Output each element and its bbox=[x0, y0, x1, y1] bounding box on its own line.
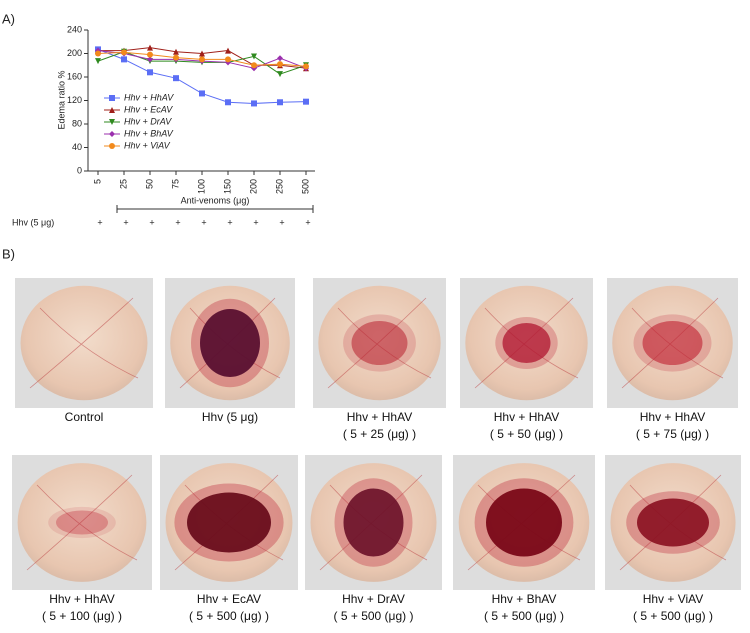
marker bbox=[109, 95, 115, 101]
legend-label: Hhv + BhAV bbox=[124, 128, 174, 138]
caption: ( 5 + 500 (μg) ) bbox=[189, 609, 269, 623]
marker bbox=[251, 53, 257, 60]
marker bbox=[147, 69, 153, 76]
x-tick-label: 100 bbox=[196, 179, 206, 194]
caption: ( 5 + 500 (μg) ) bbox=[633, 609, 713, 623]
y-tick-label: 120 bbox=[67, 95, 82, 105]
tissue bbox=[17, 463, 147, 582]
x-tick-label: 5 bbox=[92, 179, 102, 184]
legend-label: Hhv + DrAV bbox=[124, 116, 172, 126]
caption: ( 5 + 75 (μg) ) bbox=[636, 427, 709, 441]
lesion bbox=[502, 323, 551, 363]
lesion bbox=[642, 321, 703, 365]
marker bbox=[173, 48, 179, 55]
marker bbox=[251, 62, 257, 69]
caption: Hhv + HhAV bbox=[494, 410, 559, 424]
lesion bbox=[200, 309, 260, 377]
treatment-mark: + bbox=[123, 217, 128, 227]
marker bbox=[121, 49, 127, 56]
caption: Hhv + EcAV bbox=[197, 592, 261, 606]
caption: Hhv (5 μg) bbox=[202, 410, 258, 424]
caption: ( 5 + 25 (μg) ) bbox=[343, 427, 416, 441]
lesion bbox=[486, 488, 562, 557]
treatment-label: Hhv (5 μg) bbox=[12, 217, 54, 227]
marker bbox=[199, 90, 205, 97]
marker bbox=[109, 107, 115, 113]
caption: ( 5 + 100 (μg) ) bbox=[42, 609, 122, 623]
y-tick-label: 80 bbox=[72, 118, 82, 128]
vessels bbox=[26, 474, 138, 571]
marker bbox=[277, 99, 283, 106]
panel-label: B) bbox=[2, 246, 15, 261]
caption: ( 5 + 50 (μg) ) bbox=[490, 427, 563, 441]
marker bbox=[225, 56, 231, 63]
legend-label: Hhv + EcAV bbox=[124, 104, 173, 114]
marker bbox=[173, 54, 179, 61]
caption: Hhv + HhAV bbox=[347, 410, 412, 424]
x-tick-label: 150 bbox=[222, 179, 232, 194]
marker bbox=[121, 56, 127, 63]
legend-label: Hhv + HhAV bbox=[124, 92, 174, 102]
treatment-mark: + bbox=[253, 217, 258, 227]
lesion bbox=[56, 510, 108, 535]
caption: Hhv + ViAV bbox=[643, 592, 704, 606]
y-tick-label: 40 bbox=[72, 142, 82, 152]
y-axis-label: Edema ratio % bbox=[56, 70, 66, 129]
marker bbox=[147, 56, 153, 63]
marker bbox=[199, 56, 205, 63]
lesion bbox=[48, 506, 116, 539]
marker bbox=[277, 71, 283, 78]
caption: ( 5 + 500 (μg) ) bbox=[484, 609, 564, 623]
x-tick-label: 200 bbox=[248, 179, 258, 194]
caption: Hhv + DrAV bbox=[342, 592, 405, 606]
caption: Hhv + BhAV bbox=[492, 592, 557, 606]
legend-label: Hhv + ViAV bbox=[124, 140, 171, 150]
marker bbox=[303, 98, 309, 105]
x-tick-label: 75 bbox=[170, 179, 180, 189]
x-tick-label: 50 bbox=[144, 179, 154, 189]
y-tick-label: 200 bbox=[67, 48, 82, 58]
treatment-mark: + bbox=[175, 217, 180, 227]
x-axis-label: Anti-venoms (μg) bbox=[181, 195, 250, 205]
panel-label: A) bbox=[2, 11, 15, 26]
lesion bbox=[637, 498, 709, 547]
marker bbox=[173, 75, 179, 82]
marker bbox=[251, 100, 257, 107]
marker bbox=[277, 61, 283, 68]
treatment-mark: + bbox=[149, 217, 154, 227]
treatment-mark: + bbox=[97, 217, 102, 227]
marker bbox=[303, 63, 309, 70]
marker bbox=[277, 55, 283, 62]
treatment-mark: + bbox=[305, 217, 310, 227]
caption: Hhv + HhAV bbox=[640, 410, 705, 424]
marker bbox=[95, 50, 101, 57]
vessels bbox=[29, 297, 139, 389]
caption: Control bbox=[65, 410, 104, 424]
lesion bbox=[351, 321, 408, 365]
marker bbox=[147, 44, 153, 51]
marker bbox=[109, 119, 115, 125]
treatment-mark: + bbox=[279, 217, 284, 227]
marker bbox=[225, 99, 231, 106]
treatment-mark: + bbox=[227, 217, 232, 227]
y-tick-label: 0 bbox=[77, 165, 82, 175]
x-tick-label: 500 bbox=[300, 179, 310, 194]
marker bbox=[147, 51, 153, 58]
lesion bbox=[343, 488, 404, 557]
marker bbox=[225, 47, 231, 54]
caption: Hhv + HhAV bbox=[49, 592, 114, 606]
x-tick-label: 25 bbox=[118, 179, 128, 189]
marker bbox=[95, 58, 101, 65]
treatment-mark: + bbox=[201, 217, 206, 227]
lesion bbox=[187, 492, 271, 553]
y-tick-label: 160 bbox=[67, 71, 82, 81]
caption: ( 5 + 500 (μg) ) bbox=[334, 609, 414, 623]
marker bbox=[109, 131, 115, 137]
marker bbox=[199, 50, 205, 57]
marker bbox=[109, 143, 115, 149]
x-tick-label: 250 bbox=[274, 179, 284, 194]
y-tick-label: 240 bbox=[67, 24, 82, 34]
tissue bbox=[20, 285, 148, 401]
